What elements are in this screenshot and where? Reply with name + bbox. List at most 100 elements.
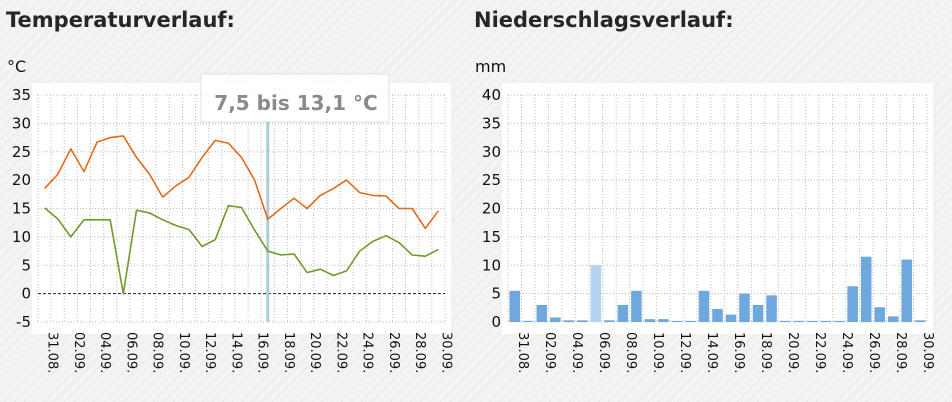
data-point-min[interactable] — [397, 240, 401, 244]
precipitation-bar[interactable] — [914, 320, 926, 322]
data-point-min[interactable] — [252, 228, 256, 232]
data-point-max[interactable] — [161, 195, 165, 199]
data-point-min[interactable] — [161, 218, 165, 222]
data-point-max[interactable] — [95, 140, 99, 144]
data-point-min[interactable] — [226, 203, 230, 207]
data-point-max[interactable] — [436, 209, 440, 213]
precipitation-bar[interactable] — [685, 320, 696, 322]
x-tick-label: 24.09. — [839, 332, 854, 373]
precipitation-bar[interactable] — [901, 259, 912, 322]
precipitation-bar[interactable] — [752, 304, 764, 322]
precipitation-bar[interactable] — [536, 304, 548, 322]
precipitation-bar[interactable] — [698, 290, 710, 322]
data-point-min[interactable] — [410, 253, 414, 257]
precipitation-bar[interactable] — [766, 295, 777, 322]
precipitation-bar[interactable] — [523, 320, 534, 322]
data-point-min[interactable] — [134, 208, 138, 212]
data-point-min[interactable] — [436, 247, 440, 251]
data-point-min[interactable] — [174, 223, 178, 227]
data-point-min[interactable] — [266, 249, 270, 253]
data-point-max[interactable] — [252, 178, 256, 182]
data-point-min[interactable] — [95, 218, 99, 222]
data-point-max[interactable] — [331, 186, 335, 190]
precipitation-bar[interactable] — [725, 314, 737, 322]
precipitation-bar[interactable] — [793, 320, 804, 322]
data-point-max[interactable] — [371, 193, 375, 197]
data-point-max[interactable] — [134, 155, 138, 159]
precipitation-bar[interactable] — [887, 316, 899, 322]
precipitation-bar[interactable] — [806, 320, 818, 322]
data-point-max[interactable] — [226, 141, 230, 145]
data-point-max[interactable] — [397, 206, 401, 210]
temperature-chart[interactable]: °C -5 0 5 10 15 20 25 30 35 31.08. 02.09. 04.09. 06.0… — [0, 52, 470, 402]
series-line-min[interactable] — [44, 204, 439, 295]
data-point-min[interactable] — [279, 253, 283, 257]
data-point-min[interactable] — [121, 291, 125, 295]
data-point-min[interactable] — [108, 218, 112, 222]
data-point-max[interactable] — [42, 186, 46, 190]
data-point-min[interactable] — [344, 269, 348, 273]
precipitation-bar[interactable] — [550, 317, 561, 322]
data-point-max[interactable] — [318, 193, 322, 197]
precipitation-bar[interactable] — [739, 293, 750, 322]
data-point-min[interactable] — [200, 244, 204, 248]
data-point-min[interactable] — [371, 239, 375, 243]
data-point-min[interactable] — [42, 206, 46, 210]
data-point-max[interactable] — [357, 190, 361, 194]
data-point-max[interactable] — [410, 206, 414, 210]
precipitation-bar[interactable] — [563, 320, 575, 322]
data-point-min[interactable] — [239, 205, 243, 209]
data-point-max[interactable] — [108, 135, 112, 139]
data-point-max[interactable] — [187, 175, 191, 179]
data-point-max[interactable] — [213, 138, 217, 142]
y-tick-label: 25 — [482, 171, 501, 189]
precipitation-bar[interactable] — [644, 319, 656, 322]
precipitation-bar[interactable] — [779, 320, 791, 322]
precipitation-bar[interactable] — [604, 320, 615, 322]
data-point-max[interactable] — [344, 178, 348, 182]
precipitation-bar[interactable] — [874, 307, 885, 322]
data-point-max[interactable] — [384, 194, 388, 198]
data-point-max[interactable] — [279, 206, 283, 210]
data-point-min[interactable] — [213, 238, 217, 242]
data-point-max[interactable] — [147, 172, 151, 176]
precipitation-bar[interactable] — [847, 286, 858, 322]
data-point-min[interactable] — [318, 267, 322, 271]
data-point-min[interactable] — [423, 254, 427, 258]
data-point-min[interactable] — [331, 273, 335, 277]
data-point-min[interactable] — [82, 218, 86, 222]
precipitation-bar[interactable] — [833, 320, 845, 322]
precipitation-bar[interactable] — [671, 320, 683, 322]
data-point-max[interactable] — [305, 206, 309, 210]
precipitation-bar[interactable] — [617, 304, 629, 322]
data-point-max[interactable] — [239, 155, 243, 159]
data-point-max[interactable] — [292, 196, 296, 200]
data-point-min[interactable] — [69, 235, 73, 239]
precipitation-bar[interactable] — [509, 290, 521, 322]
data-point-min[interactable] — [187, 227, 191, 231]
data-point-min[interactable] — [292, 252, 296, 256]
precipitation-bar[interactable] — [820, 320, 831, 322]
data-point-max[interactable] — [200, 155, 204, 159]
data-point-min[interactable] — [305, 270, 309, 274]
data-point-min[interactable] — [147, 211, 151, 215]
precipitation-bar[interactable] — [712, 308, 723, 322]
precipitation-bar[interactable] — [631, 290, 642, 322]
precipitation-bar[interactable] — [860, 256, 872, 322]
precipitation-bar[interactable] — [658, 319, 669, 322]
data-point-max[interactable] — [174, 184, 178, 188]
precipitation-chart[interactable]: mm 0 5 10 15 20 25 30 35 40 31.08. 02.09. 04.09. 06.0… — [470, 52, 950, 402]
data-point-max[interactable] — [55, 172, 59, 176]
data-point-max[interactable] — [121, 134, 125, 138]
data-point-min[interactable] — [357, 249, 361, 253]
data-point-max[interactable] — [82, 169, 86, 173]
precipitation-chart-title: Niederschlagsverlauf: — [474, 8, 734, 32]
data-point-max[interactable] — [69, 147, 73, 151]
precipitation-bar[interactable] — [590, 265, 602, 322]
series-line-max[interactable] — [44, 135, 440, 230]
data-point-min[interactable] — [384, 234, 388, 238]
data-point-max[interactable] — [266, 217, 270, 221]
data-point-max[interactable] — [423, 226, 427, 230]
data-point-min[interactable] — [55, 217, 59, 221]
precipitation-bar[interactable] — [577, 320, 588, 322]
